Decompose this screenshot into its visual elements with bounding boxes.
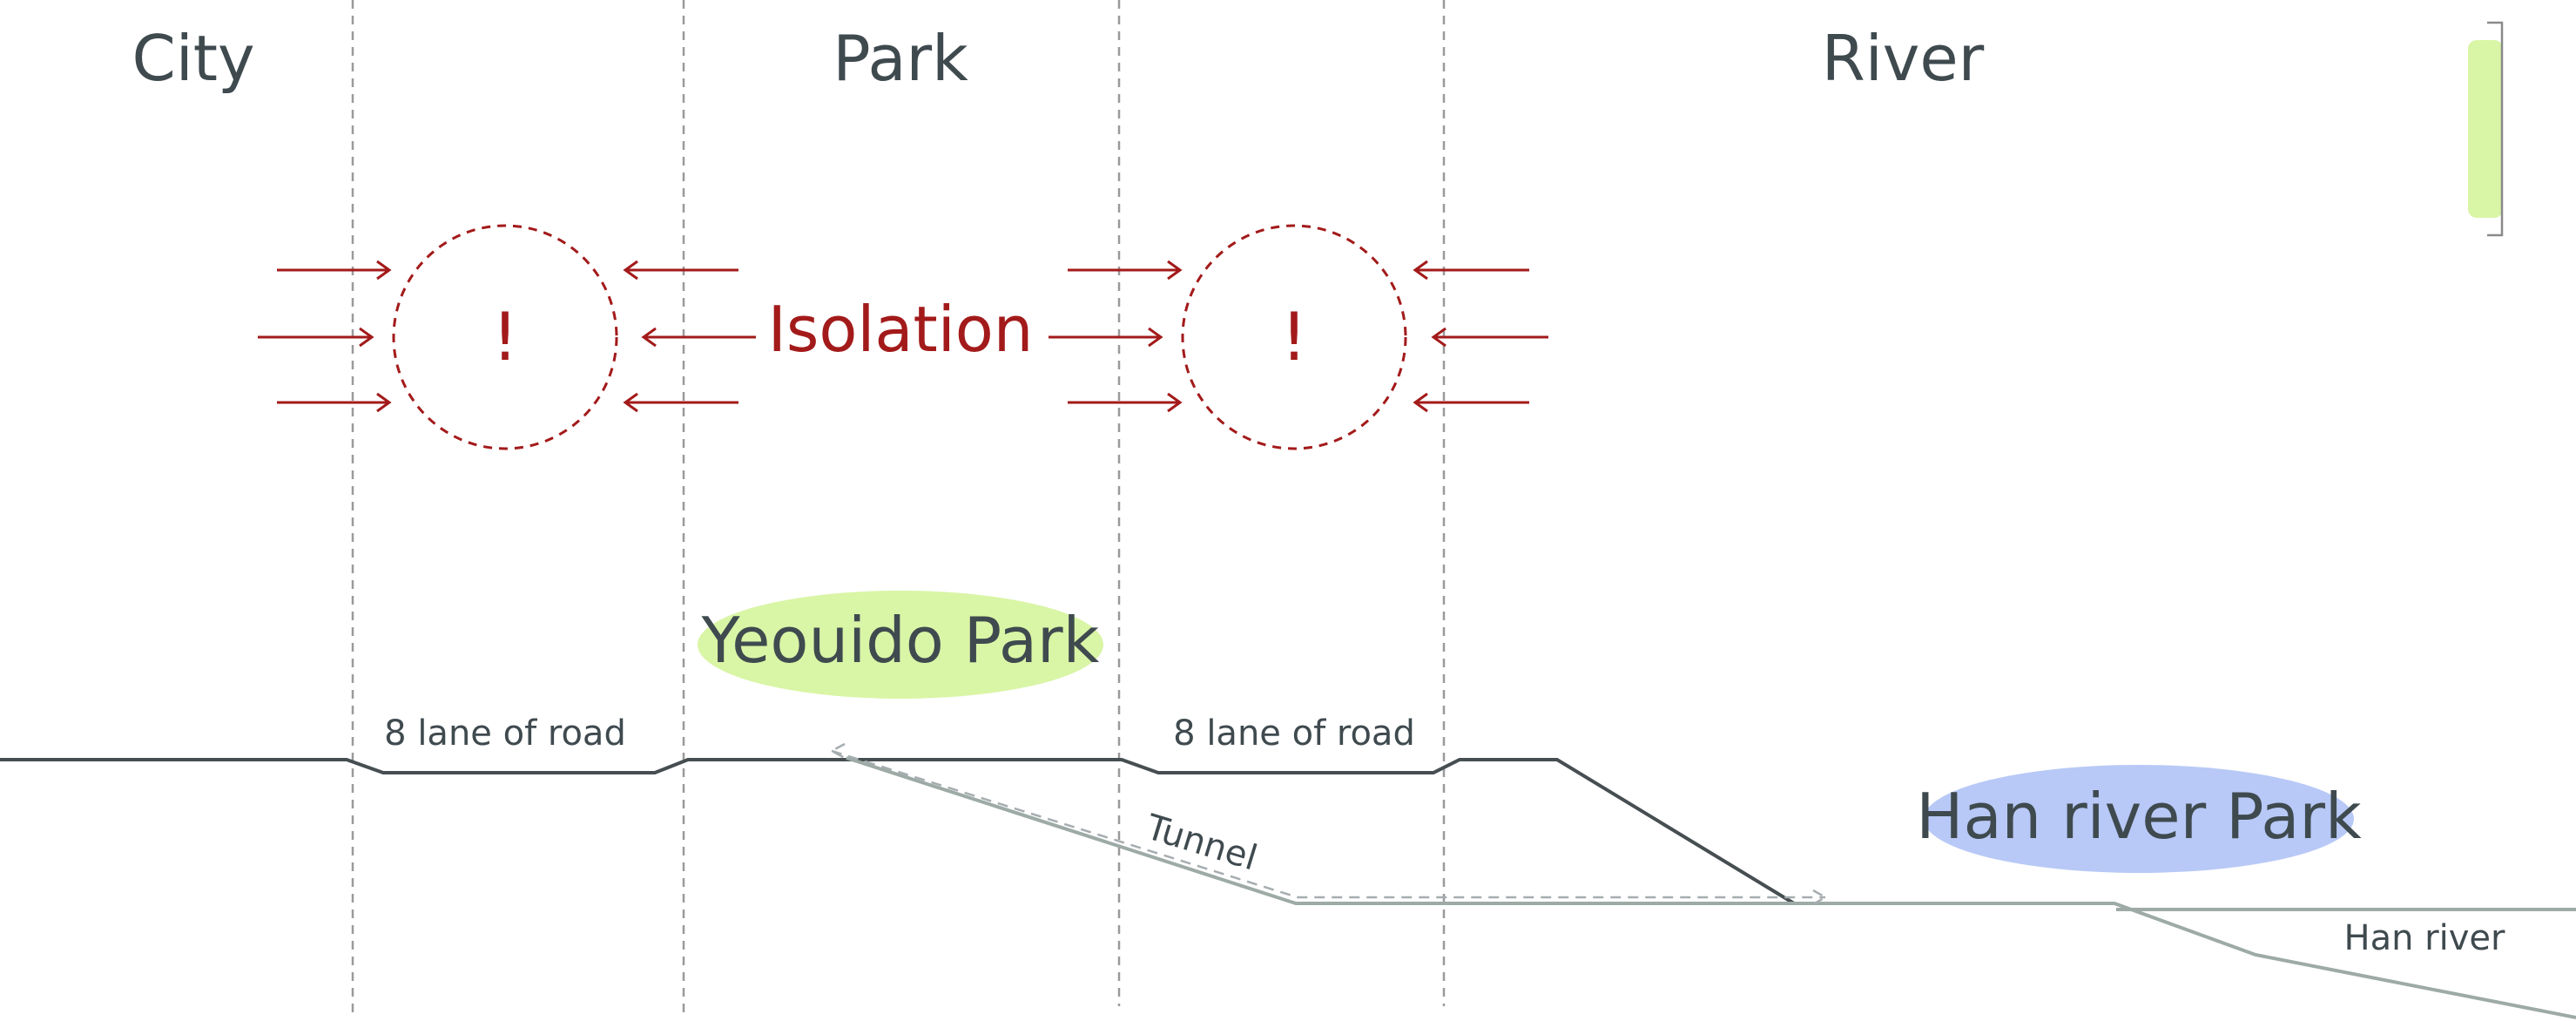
isolation-label: Isolation: [768, 293, 1034, 366]
road-label-right: 8 lane of road: [1173, 713, 1415, 754]
green-blob: [698, 591, 1103, 699]
alert-mark-right: !: [1281, 298, 1307, 375]
dashed-ring-right: [1181, 224, 1407, 450]
zone-label-city: City: [131, 22, 254, 95]
zone-label-park: Park: [833, 22, 968, 95]
isolation-ring-right: !: [1049, 224, 1548, 450]
road-label-left: 8 lane of road: [384, 713, 626, 754]
yeouido-park-label: Yeouido Park: [701, 604, 1100, 677]
green-legend-swatch-icon: [2468, 21, 2504, 237]
alert-mark-left: !: [492, 298, 518, 375]
zone-label-river: River: [1822, 22, 1985, 95]
han-river-label: Han river: [2344, 918, 2505, 958]
tunnel-floor-line: [846, 756, 2576, 1019]
han-river-park-label: Han river Park: [1916, 780, 2362, 853]
isolation-ring-left: !: [258, 224, 756, 450]
han-river-park-tag: Han river Park: [1916, 765, 2362, 873]
tunnel-route: [829, 742, 1828, 906]
yeouido-park-tag: Yeouido Park: [698, 591, 1103, 699]
dashed-ring-left: [392, 224, 618, 450]
zone-dividers: [351, 0, 1446, 1015]
blue-blob: [1924, 765, 2354, 873]
road-section-line: [0, 758, 1796, 905]
